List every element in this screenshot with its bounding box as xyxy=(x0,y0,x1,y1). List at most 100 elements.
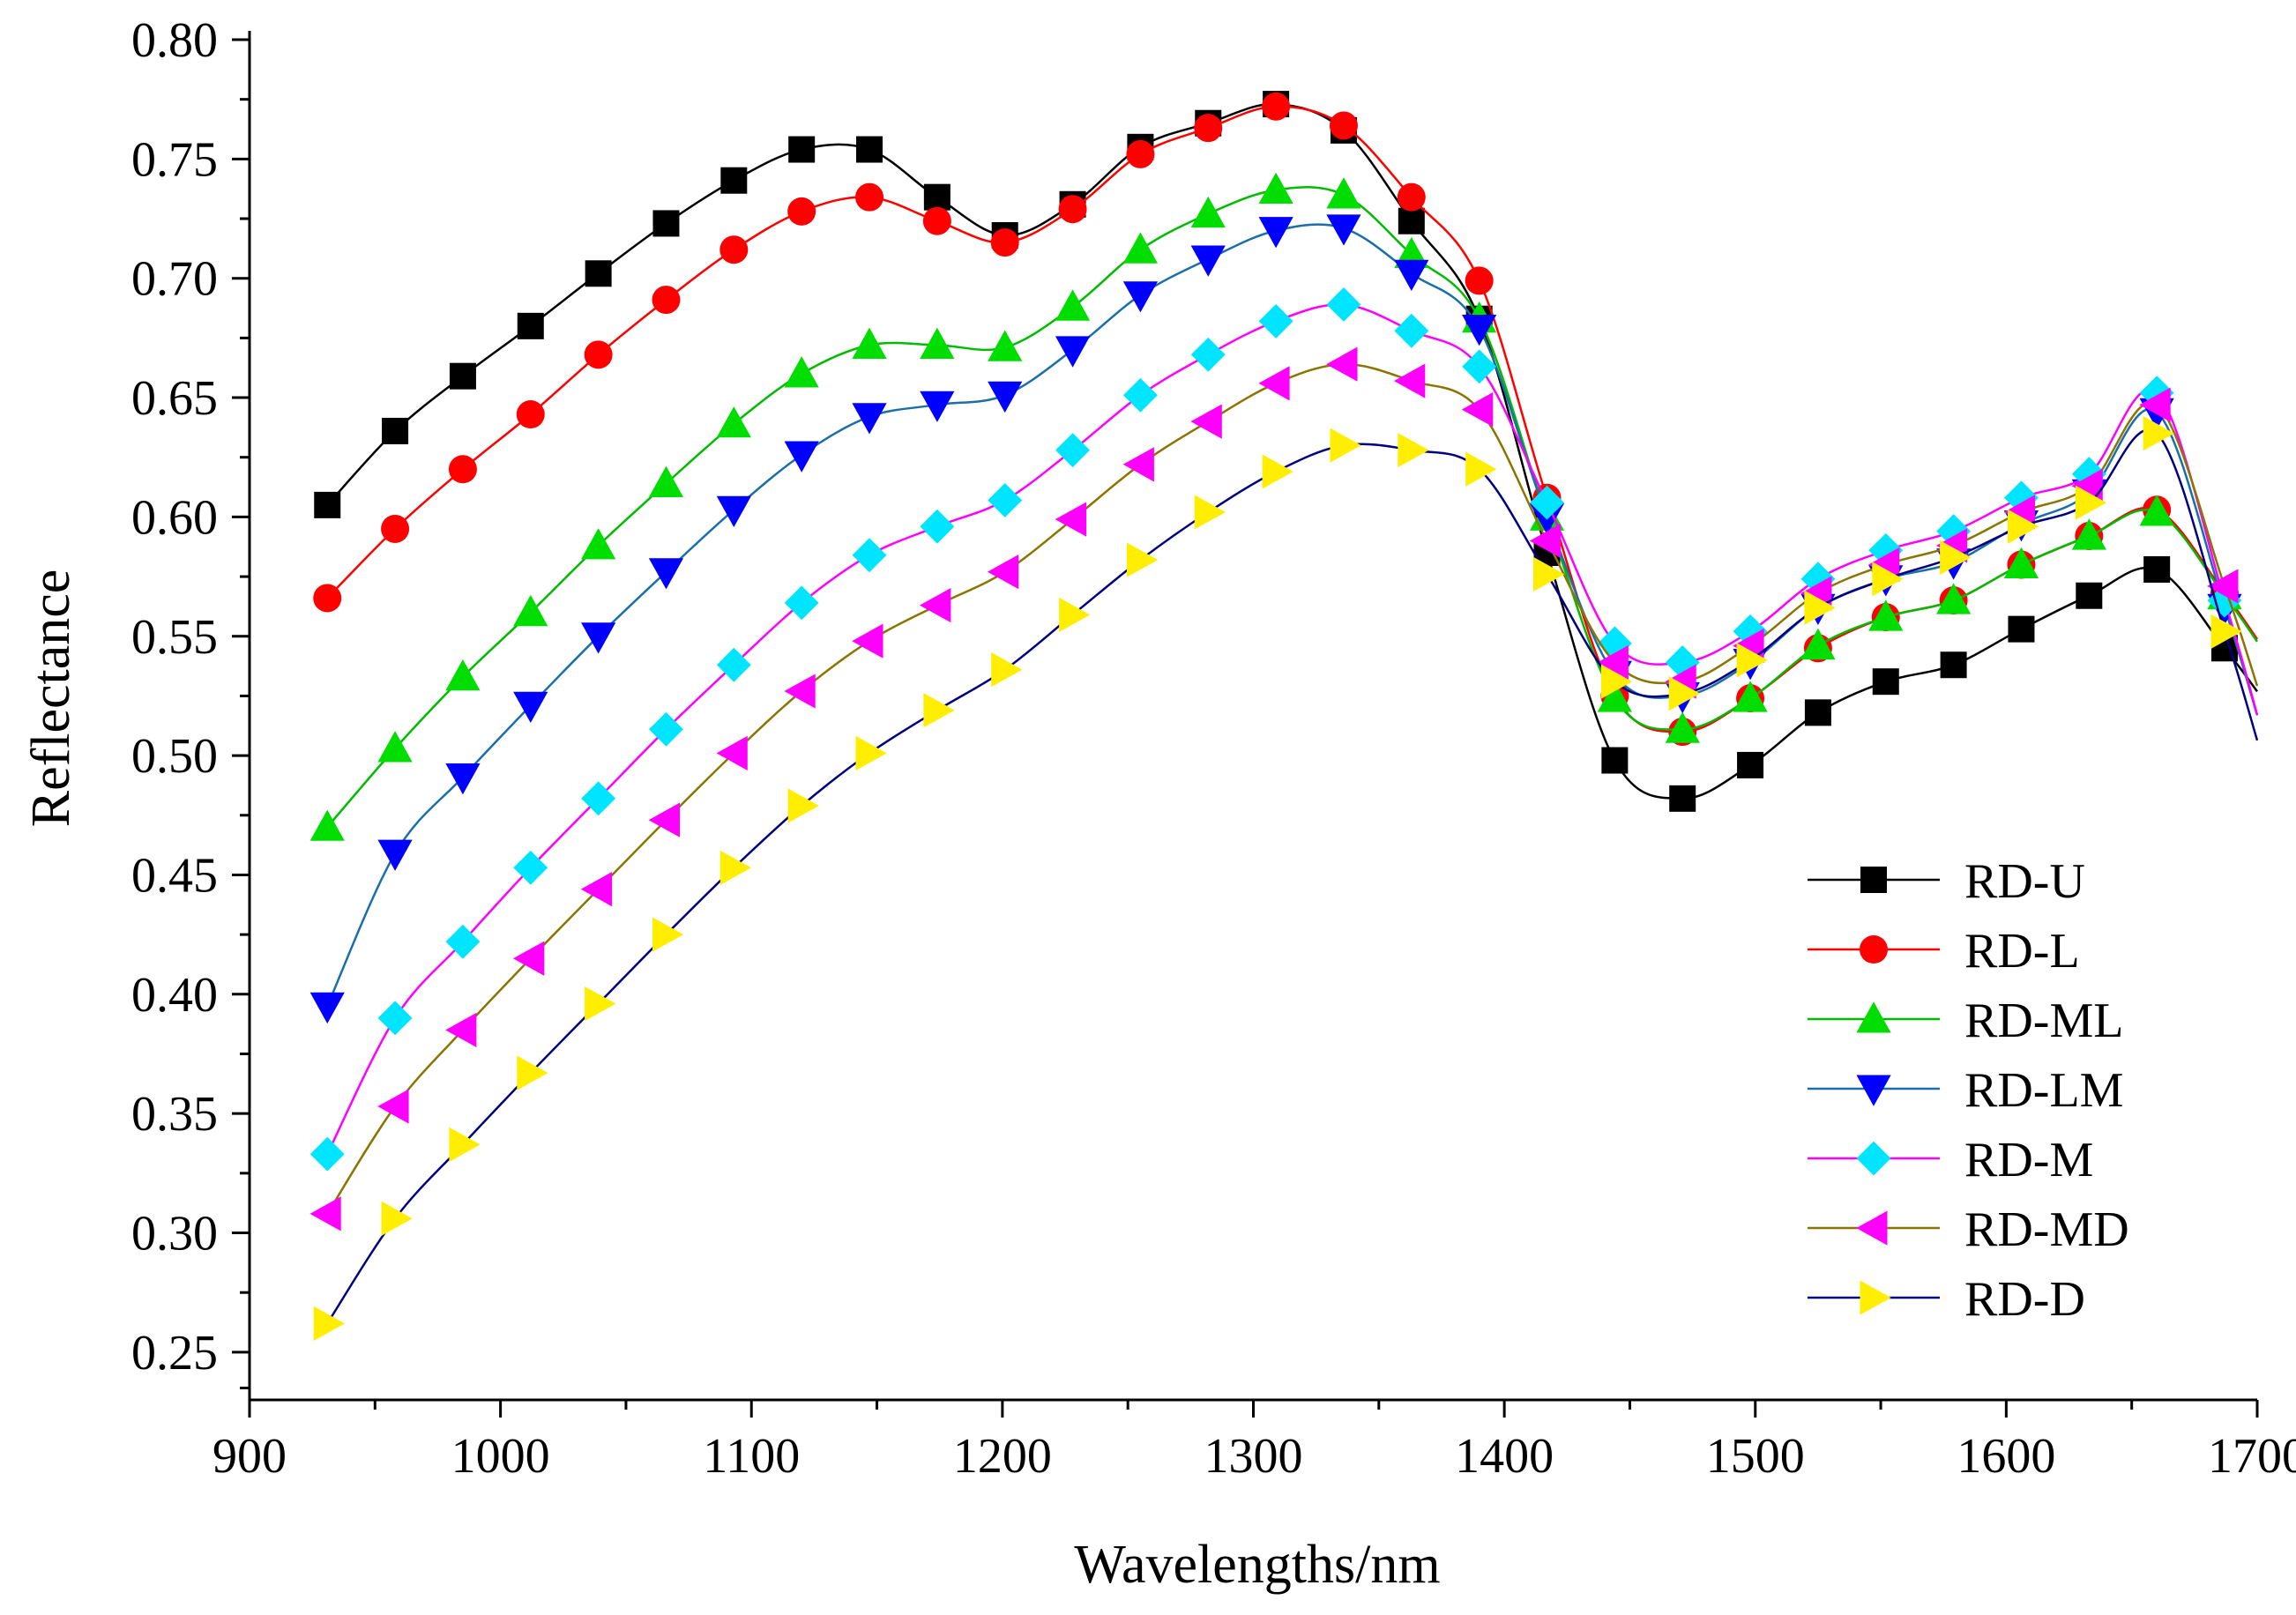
data-point xyxy=(377,1089,409,1124)
y-tick-label: 0.45 xyxy=(131,848,218,903)
data-point xyxy=(719,850,752,885)
data-point xyxy=(445,1012,477,1048)
data-point xyxy=(1194,114,1223,143)
data-point xyxy=(648,802,680,837)
legend-marker xyxy=(1856,1075,1891,1106)
x-tick-label: 1200 xyxy=(953,1429,1052,1484)
data-point xyxy=(1462,315,1497,346)
data-point xyxy=(1465,266,1494,295)
series-line xyxy=(326,186,2259,829)
data-point xyxy=(1597,644,1629,681)
data-point xyxy=(1940,651,1967,679)
data-point xyxy=(1533,556,1565,592)
legend-marker xyxy=(1856,1001,1891,1033)
data-point xyxy=(2139,495,2174,526)
data-point xyxy=(1465,451,1497,487)
data-point xyxy=(581,528,616,560)
data-point xyxy=(784,356,819,388)
data-point xyxy=(381,514,410,543)
data-point xyxy=(377,839,413,871)
data-point xyxy=(716,647,751,682)
data-point xyxy=(309,1136,345,1172)
data-point xyxy=(1804,590,1836,625)
y-tick-label: 0.60 xyxy=(131,490,218,545)
data-point xyxy=(1330,428,1361,463)
data-point xyxy=(652,286,681,315)
data-point xyxy=(852,623,883,659)
data-point xyxy=(448,455,477,484)
legend-label: RD-M xyxy=(1964,1133,2093,1187)
legend-item-rd-lm: RD-LM xyxy=(1808,1063,2123,1118)
data-point xyxy=(2003,547,2039,578)
data-point xyxy=(1394,363,1426,398)
legend-item-rd-l: RD-L xyxy=(1808,924,2080,979)
y-tick-label: 0.35 xyxy=(131,1087,218,1142)
data-point xyxy=(1462,349,1497,384)
data-point xyxy=(1258,172,1293,204)
y-tick-label: 0.30 xyxy=(131,1207,218,1261)
data-point xyxy=(1868,599,1904,631)
data-point xyxy=(852,327,887,359)
data-point xyxy=(1800,628,1836,660)
data-point xyxy=(1326,214,1361,246)
legend-item-rd-d: RD-D xyxy=(1808,1272,2085,1327)
x-axis-title: Wavelengths/nm xyxy=(1074,1535,1440,1595)
data-point xyxy=(513,594,548,627)
data-point xyxy=(1668,676,1701,711)
data-point xyxy=(585,260,612,287)
data-point xyxy=(1059,597,1091,632)
data-point xyxy=(1872,562,1904,597)
data-point xyxy=(920,587,951,623)
data-point xyxy=(856,136,883,163)
data-point xyxy=(720,167,748,194)
series-line xyxy=(326,105,2259,733)
y-tick-label: 0.75 xyxy=(131,132,218,187)
x-tick-label: 1500 xyxy=(1706,1429,1805,1484)
legend-label: RD-L xyxy=(1964,924,2080,979)
data-point xyxy=(1326,177,1361,209)
data-point xyxy=(512,941,545,976)
legend: RD-U RD-L RD-ML RD-LM RD-M RD-MD RD-D xyxy=(1808,854,2129,1327)
data-point xyxy=(1398,207,1425,234)
data-point xyxy=(1461,391,1494,428)
data-point xyxy=(1600,664,1633,699)
data-point xyxy=(1329,111,1358,140)
data-point xyxy=(1736,643,1768,678)
data-point xyxy=(1055,336,1091,368)
data-point xyxy=(920,327,955,359)
y-tick-label: 0.40 xyxy=(131,968,218,1023)
data-point xyxy=(923,183,950,211)
y-tick-label: 0.55 xyxy=(131,610,218,665)
legend-item-rd-m: RD-M xyxy=(1808,1133,2093,1187)
data-point xyxy=(1190,196,1226,228)
series-layer xyxy=(309,91,2259,1341)
data-point xyxy=(1398,433,1429,468)
legend-marker xyxy=(1860,935,1888,964)
legend-label: RD-MD xyxy=(1964,1202,2129,1257)
data-point xyxy=(1669,785,1696,812)
axes: 900 1000 1100 1200 1300 1400 1500 1600 1700 0.25 0… xyxy=(131,13,2296,1484)
y-tick-label: 0.50 xyxy=(131,729,218,784)
legend-item-rd-md: RD-MD xyxy=(1808,1202,2129,1257)
x-tick-label: 1100 xyxy=(703,1429,800,1484)
data-point xyxy=(382,417,409,444)
series-line xyxy=(326,102,2258,800)
data-point xyxy=(449,1127,481,1162)
data-point xyxy=(648,465,684,497)
data-point xyxy=(1055,502,1087,537)
data-point xyxy=(988,381,1023,413)
series-rd-ml xyxy=(309,172,2259,841)
data-point xyxy=(855,182,884,212)
data-point xyxy=(1733,681,1768,712)
data-point xyxy=(2071,518,2106,550)
data-point xyxy=(309,992,345,1024)
x-tick-label: 1700 xyxy=(2208,1429,2296,1484)
data-point xyxy=(1126,139,1155,168)
legend-label: RD-U xyxy=(1964,854,2085,909)
data-point xyxy=(313,584,342,613)
data-point xyxy=(1190,404,1222,439)
data-point xyxy=(513,691,548,724)
data-point xyxy=(1258,217,1293,249)
data-point xyxy=(1936,583,1972,614)
data-point xyxy=(1058,195,1087,224)
